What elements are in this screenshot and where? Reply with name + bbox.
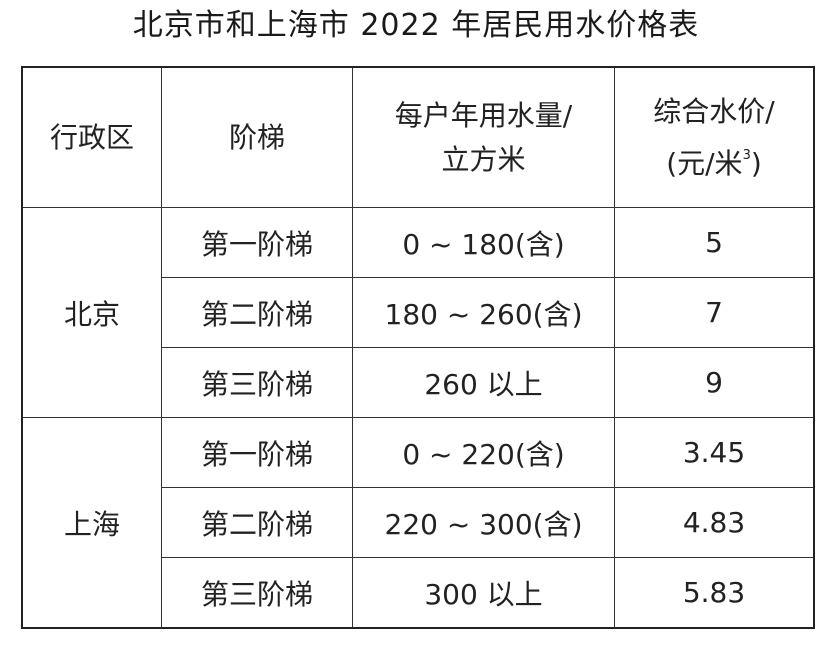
- tier-cell: 第一阶梯: [161, 417, 353, 488]
- price-cell: 5.83: [614, 557, 815, 629]
- price-cell: 4.83: [614, 487, 815, 558]
- volume-cell: 260 以上: [352, 347, 615, 418]
- header-price-unit-close: ): [750, 146, 762, 180]
- district-cell: 北京: [21, 207, 162, 418]
- volume-cell: 300 以上: [352, 557, 615, 629]
- price-cell: 3.45: [614, 417, 815, 488]
- header-volume-line1: 每户年用水量/: [394, 98, 573, 132]
- tier-cell: 第一阶梯: [161, 207, 353, 278]
- header-price-unit: (元/米: [666, 146, 743, 180]
- header-district: 行政区: [21, 66, 162, 208]
- header-volume: 每户年用水量/立方米: [352, 66, 615, 208]
- price-cell: 7: [614, 277, 815, 348]
- table-row: 北京 第一阶梯 0 ~ 180(含) 5: [21, 207, 815, 418]
- table-row: 第二阶梯 180 ~ 260(含) 7: [22, 277, 815, 348]
- header-row: 行政区 阶梯 每户年用水量/立方米 综合水价/ (元/米3): [21, 66, 815, 208]
- volume-cell: 180 ~ 260(含): [352, 277, 615, 348]
- volume-cell: 0 ~ 220(含): [352, 417, 615, 488]
- table-row: 第三阶梯 260 以上 9: [22, 347, 815, 418]
- price-cell: 9: [614, 347, 815, 418]
- header-price-line1: 综合水价/: [653, 94, 775, 128]
- header-price: 综合水价/ (元/米3): [614, 66, 815, 208]
- table-title: 北京市和上海市 2022 年居民用水价格表: [132, 8, 700, 43]
- table-row: 第二阶梯 220 ~ 300(含) 4.83: [22, 487, 815, 558]
- table-row: 上海 第一阶梯 0 ~ 220(含) 3.45: [21, 417, 815, 629]
- tier-cell: 第二阶梯: [161, 487, 353, 558]
- header-tier: 阶梯: [161, 66, 353, 208]
- district-cell: 上海: [21, 417, 162, 629]
- header-price-unit-sup: 3: [742, 147, 751, 163]
- price-cell: 5: [614, 207, 815, 278]
- volume-cell: 0 ~ 180(含): [352, 207, 615, 278]
- header-volume-line2: 立方米: [441, 142, 526, 176]
- tier-cell: 第三阶梯: [161, 347, 353, 418]
- tier-cell: 第三阶梯: [161, 557, 353, 629]
- tier-cell: 第二阶梯: [161, 277, 353, 348]
- water-price-table: 行政区 阶梯 每户年用水量/立方米 综合水价/ (元/米3) 北京 第一阶梯 0 …: [21, 66, 815, 629]
- table-row: 第三阶梯 300 以上 5.83: [22, 557, 815, 629]
- volume-cell: 220 ~ 300(含): [352, 487, 615, 558]
